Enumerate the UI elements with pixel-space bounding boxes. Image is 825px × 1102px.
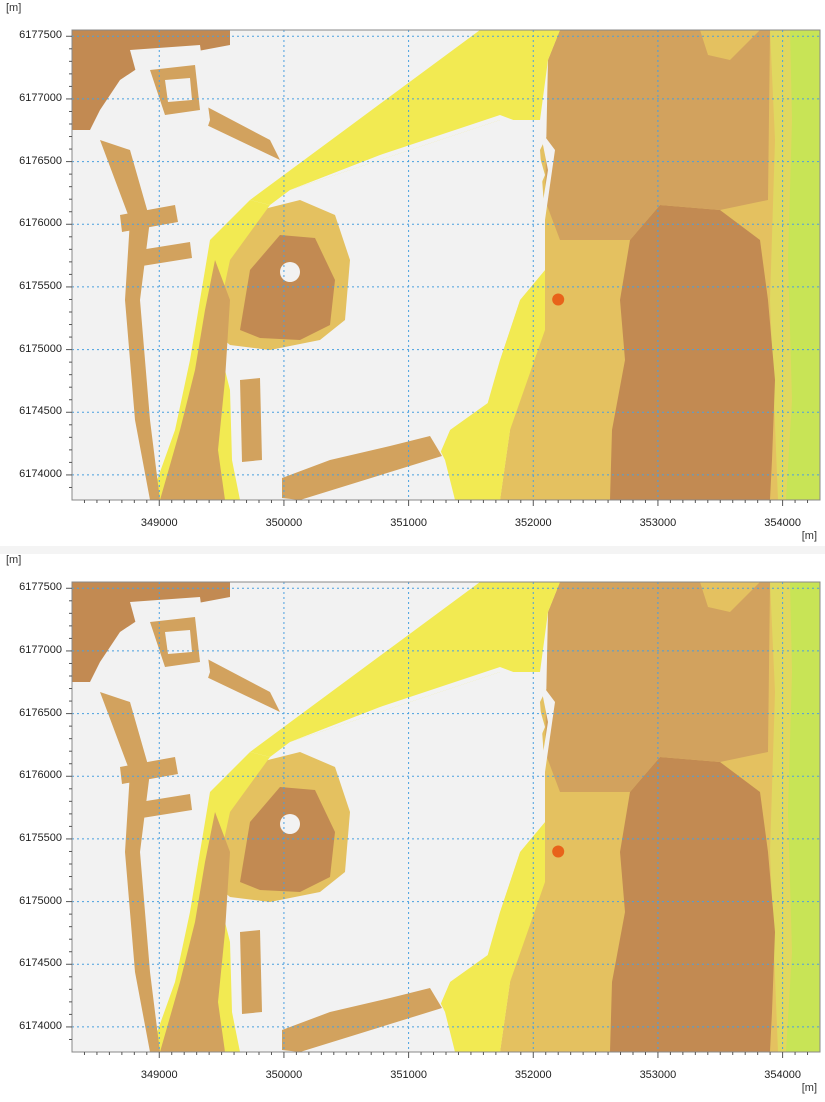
y-tick-label: 6176500	[19, 706, 62, 719]
y-unit-label: [m]	[6, 2, 22, 14]
x-tick-label: 351000	[390, 517, 427, 529]
y-tick-label: 6176500	[19, 154, 62, 167]
x-tick-label: 349000	[140, 1069, 178, 1081]
y-tick-label: 6177500	[19, 581, 62, 594]
y-tick-label: 6175500	[19, 831, 62, 844]
x-unit-label: [m]	[801, 530, 817, 542]
y-unit-label: [m]	[6, 554, 22, 566]
map-panel-top: [m] [m] 6177500 6177000 6176500 6176000 6175…	[0, 0, 825, 548]
y-tick-label: 6174500	[19, 957, 62, 970]
y-tick-label: 6177000	[19, 91, 62, 104]
y-tick-label: 6176000	[19, 217, 62, 230]
y-tick-label: 6177000	[19, 643, 62, 656]
map-canvas-top	[66, 29, 821, 506]
x-tick-label: 352000	[514, 1069, 552, 1081]
y-tick-label: 6176000	[19, 769, 62, 782]
x-unit-label: [m]	[801, 1082, 817, 1094]
y-tick-label: 6175000	[19, 342, 62, 355]
y-tick-label: 6174000	[19, 1019, 62, 1032]
x-tick-label: 353000	[639, 1069, 677, 1081]
x-tick-label: 351000	[390, 1069, 427, 1081]
y-tick-label: 6175000	[19, 894, 62, 907]
x-tick-label: 349000	[140, 517, 178, 529]
x-tick-label: 352000	[514, 517, 552, 529]
y-tick-label: 6175500	[19, 279, 62, 292]
y-tick-label: 6174500	[19, 405, 62, 418]
station-marker	[552, 293, 565, 306]
station-marker	[552, 845, 565, 858]
map-panel-bottom: [m] [m] 6177500 6177000 6176500 6176000 6175…	[0, 552, 825, 1100]
x-tick-label: 350000	[265, 1069, 303, 1081]
panel-separator	[0, 546, 825, 554]
x-tick-label: 354000	[764, 517, 801, 529]
x-tick-label: 353000	[639, 517, 677, 529]
y-tick-label: 6177500	[19, 29, 62, 42]
map-canvas-bottom	[66, 581, 821, 1058]
x-tick-label: 354000	[764, 1069, 801, 1081]
y-tick-label: 6174000	[19, 467, 62, 480]
x-tick-label: 350000	[265, 517, 303, 529]
